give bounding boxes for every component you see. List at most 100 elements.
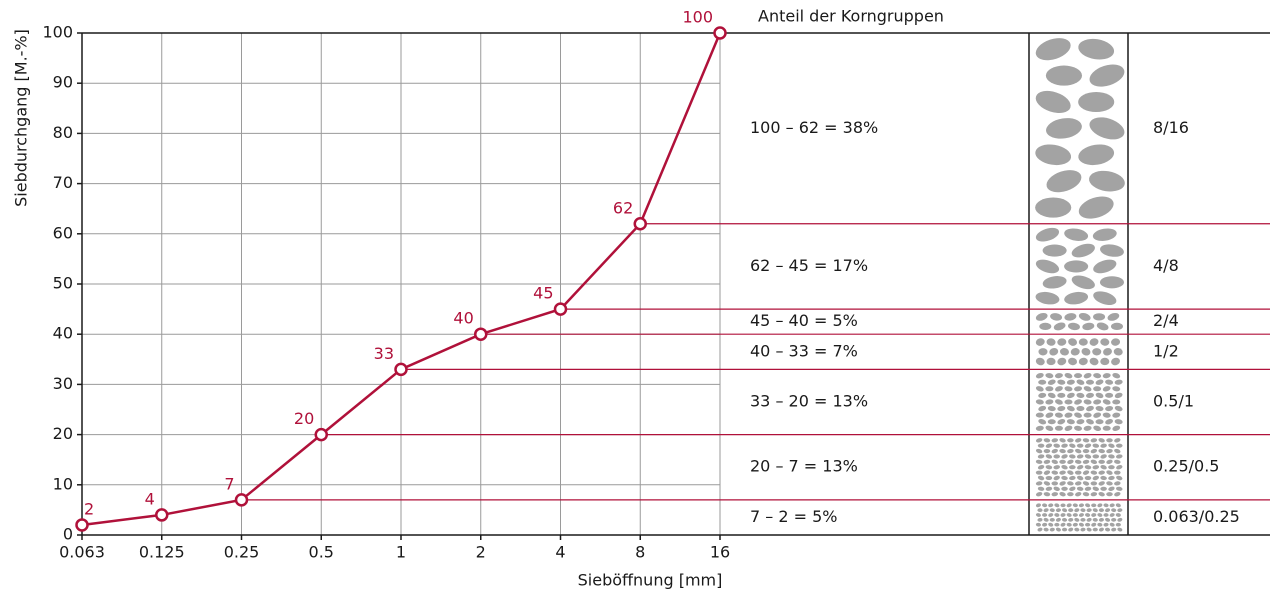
stone	[1083, 385, 1092, 392]
stone	[1042, 274, 1068, 290]
stone	[1051, 492, 1058, 497]
stone	[1105, 418, 1114, 425]
stone	[1067, 492, 1074, 496]
stone	[1099, 243, 1125, 259]
stone	[1034, 225, 1061, 244]
stone	[1062, 518, 1068, 522]
stone	[1054, 385, 1063, 392]
data-label: 62	[613, 198, 633, 217]
data-label: 20	[294, 409, 314, 428]
stone	[1077, 486, 1084, 491]
stone	[1116, 444, 1123, 448]
y-tick-label: 40	[53, 324, 73, 343]
stone	[1082, 480, 1090, 486]
stone	[1073, 513, 1078, 517]
stone	[1087, 113, 1128, 143]
stone	[1067, 470, 1075, 476]
point	[236, 494, 247, 505]
stone	[1085, 503, 1091, 508]
stone	[1114, 471, 1121, 475]
stone	[1106, 470, 1114, 476]
stone	[1089, 357, 1100, 367]
group-name: 0.063/0.25	[1153, 507, 1240, 526]
point	[316, 429, 327, 440]
stone	[1053, 486, 1061, 492]
stone	[1037, 464, 1045, 470]
stone	[1043, 492, 1050, 497]
stone	[1064, 399, 1072, 404]
group-name: 4/8	[1153, 256, 1179, 275]
data-label: 33	[374, 344, 394, 363]
stone	[1055, 517, 1061, 522]
stone	[1112, 386, 1121, 392]
stone	[1078, 357, 1088, 366]
stone	[1074, 508, 1080, 513]
stone	[1084, 465, 1091, 470]
stone	[1048, 512, 1054, 517]
stone	[1037, 475, 1045, 481]
stone	[1042, 503, 1048, 507]
stone	[1099, 518, 1105, 522]
stone	[1098, 491, 1106, 497]
stone	[1067, 438, 1074, 442]
stone	[1064, 412, 1073, 418]
stone	[1092, 508, 1098, 513]
stone	[1036, 413, 1044, 418]
group-share: 7 – 2 = 5%	[750, 507, 838, 526]
y-tick-label: 90	[53, 73, 73, 92]
stone	[1036, 481, 1043, 486]
y-tick-label: 50	[53, 274, 73, 293]
stone	[1062, 508, 1068, 513]
stone	[1045, 453, 1053, 459]
stone	[1092, 465, 1099, 470]
stone	[1055, 527, 1061, 532]
stone	[1033, 34, 1074, 64]
stone	[1085, 513, 1091, 517]
stone	[1061, 487, 1068, 491]
stone	[1106, 449, 1113, 454]
stone	[1078, 512, 1084, 517]
stone	[1046, 338, 1056, 347]
stone	[1054, 503, 1060, 508]
stone	[1109, 512, 1115, 517]
stone	[1086, 527, 1092, 532]
stone	[1091, 522, 1097, 527]
stone	[1043, 508, 1049, 513]
stone	[1098, 449, 1105, 454]
stone	[1092, 443, 1099, 448]
stone	[1074, 373, 1082, 378]
stone	[1050, 312, 1063, 321]
chart: Anteil der Korngruppen Sieböffnung [mm] …	[0, 0, 1270, 596]
stone	[1044, 449, 1051, 453]
stone	[1114, 448, 1122, 454]
point	[396, 364, 407, 375]
stone	[1038, 486, 1045, 491]
stone	[1106, 438, 1113, 442]
stone	[1096, 321, 1110, 332]
stone	[1035, 357, 1046, 367]
stone	[1092, 486, 1100, 492]
stone	[1081, 347, 1092, 357]
stone	[1114, 481, 1121, 486]
stone	[1095, 392, 1104, 399]
stone	[1049, 508, 1055, 512]
stone	[1067, 337, 1078, 347]
stone	[1057, 338, 1067, 347]
stone	[1115, 503, 1121, 508]
stone	[1111, 338, 1121, 347]
stone	[1035, 448, 1043, 454]
stone	[1108, 454, 1115, 459]
stone	[1086, 508, 1092, 512]
stone	[1045, 399, 1054, 405]
x-tick-label: 0.125	[139, 543, 185, 562]
stone	[1045, 486, 1052, 491]
stone	[1076, 192, 1117, 222]
stone	[1098, 437, 1106, 443]
data-label: 4	[145, 489, 155, 508]
stone	[1048, 503, 1054, 507]
stone	[1066, 392, 1075, 399]
stone	[1057, 393, 1065, 398]
stone	[1067, 481, 1074, 486]
stone	[1115, 513, 1121, 517]
stone	[1072, 522, 1078, 526]
